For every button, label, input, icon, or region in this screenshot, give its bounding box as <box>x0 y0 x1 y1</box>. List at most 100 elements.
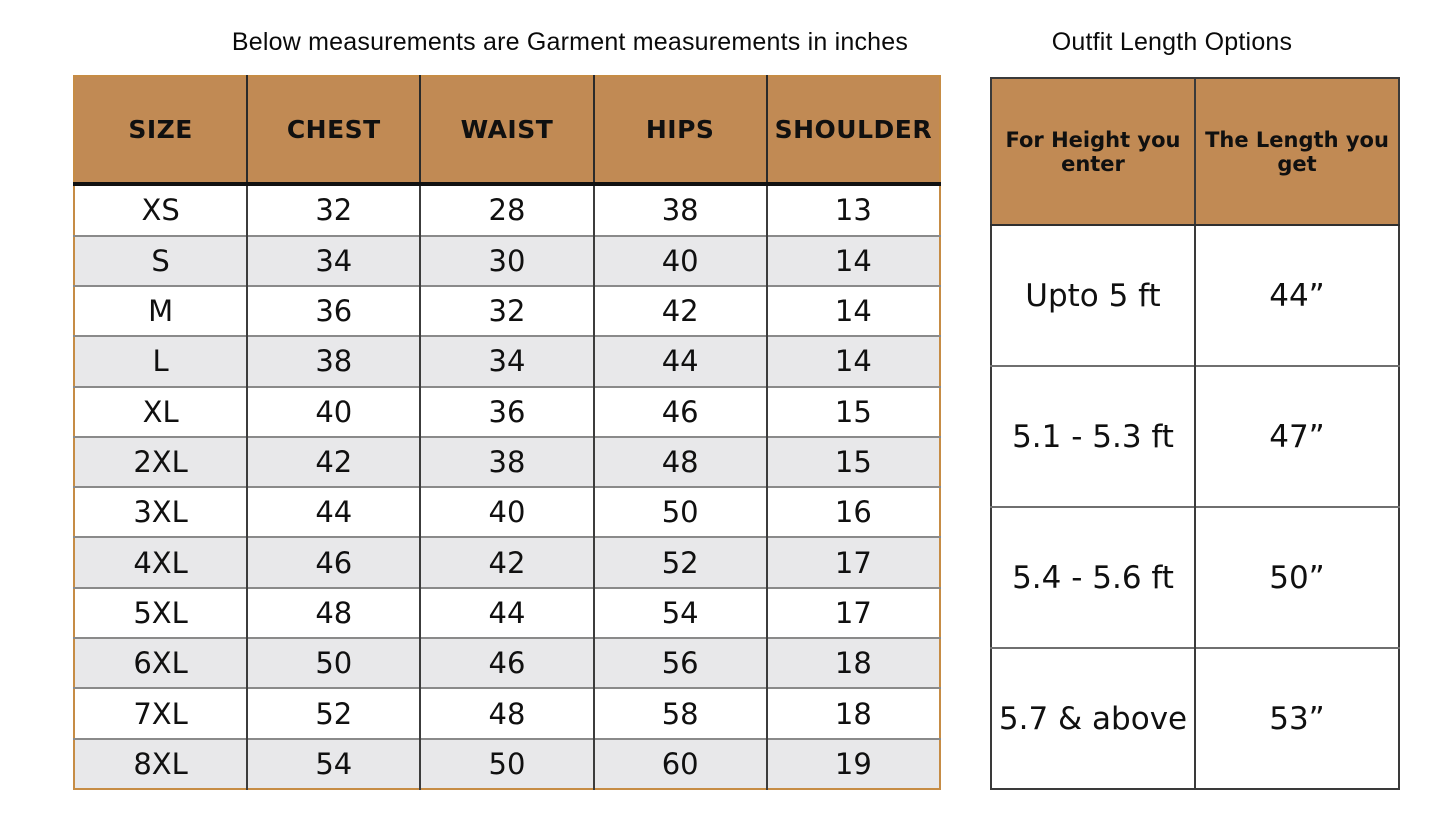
table-row: L 38 34 44 14 <box>74 335 940 387</box>
outfit-length-table: For Height you enter The Length you get U… <box>990 77 1400 790</box>
table-row: 4XL 46 42 52 17 <box>74 536 940 588</box>
table-row: XL 40 36 46 15 <box>74 385 940 437</box>
table-cell: 18 <box>765 687 940 739</box>
table-cell: 40 <box>246 385 421 437</box>
table-cell: 14 <box>765 234 940 286</box>
table-cell: 52 <box>246 687 421 739</box>
table-cell: 32 <box>419 284 594 337</box>
table-cell: 15 <box>765 385 940 437</box>
table-row: 8XL 54 50 60 19 <box>74 737 940 789</box>
table-cell: 44 <box>419 586 594 639</box>
table-cell: 36 <box>246 284 421 337</box>
table-cell: 5XL <box>74 586 248 639</box>
garment-measurements-table: SIZE CHEST WAIST HIPS SHOULDER XS 32 28 38 13 S 34… <box>73 75 941 790</box>
table-row: Upto 5 ft 44” <box>991 225 1399 366</box>
table-cell: 46 <box>592 385 767 437</box>
table-row: 7XL 52 48 58 18 <box>74 687 940 739</box>
table-cell: 50 <box>592 486 767 538</box>
table-cell: 47” <box>1194 365 1399 507</box>
table-cell: 3XL <box>74 486 248 538</box>
table-cell: 32 <box>246 184 421 236</box>
table-cell: 7XL <box>74 687 248 739</box>
column-header: The Length you get <box>1194 78 1399 226</box>
table-cell: 8XL <box>74 737 248 789</box>
table-row: 5XL 48 44 54 17 <box>74 586 940 639</box>
table-cell: 34 <box>419 335 594 387</box>
table-cell: 19 <box>765 737 940 789</box>
table-cell: 52 <box>592 536 767 588</box>
table-cell: 2XL <box>74 435 248 488</box>
garment-table-body: XS 32 28 38 13 S 34 30 40 14 M 36 32 42 14 L 38 34 44 14 XL 4… <box>74 184 940 789</box>
table-cell: 42 <box>246 435 421 488</box>
table-cell: 44 <box>246 486 421 538</box>
table-cell: 54 <box>246 737 421 789</box>
table-cell: 6XL <box>74 637 248 689</box>
column-header: SHOULDER <box>765 76 940 186</box>
table-cell: 5.7 & above <box>991 647 1195 789</box>
outfit-table-body: Upto 5 ft 44” 5.1 - 5.3 ft 47” 5.4 - 5.6 ft 5… <box>991 225 1399 789</box>
column-header: For Height you enter <box>991 78 1195 226</box>
table-cell: M <box>74 284 248 337</box>
column-header: SIZE <box>74 76 248 186</box>
outfit-length-title: Outfit Length Options <box>1051 28 1293 56</box>
table-row: S 34 30 40 14 <box>74 234 940 286</box>
table-cell: 36 <box>419 385 594 437</box>
table-cell: 40 <box>419 486 594 538</box>
table-cell: 46 <box>246 536 421 588</box>
table-cell: 14 <box>765 335 940 387</box>
table-cell: 60 <box>592 737 767 789</box>
table-cell: 4XL <box>74 536 248 588</box>
table-cell: 42 <box>592 284 767 337</box>
table-cell: 50 <box>419 737 594 789</box>
table-cell: 17 <box>765 586 940 639</box>
table-row: 6XL 50 46 56 18 <box>74 637 940 689</box>
table-cell: Upto 5 ft <box>991 225 1195 366</box>
table-cell: 15 <box>765 435 940 488</box>
table-cell: 48 <box>592 435 767 488</box>
table-row: 5.4 - 5.6 ft 50” <box>991 506 1399 648</box>
table-cell: 28 <box>419 184 594 236</box>
table-cell: 5.4 - 5.6 ft <box>991 506 1195 648</box>
table-row: 2XL 42 38 48 15 <box>74 435 940 488</box>
table-cell: 17 <box>765 536 940 588</box>
table-cell: 30 <box>419 234 594 286</box>
column-header: CHEST <box>246 76 421 186</box>
table-cell: 50” <box>1194 506 1399 648</box>
table-cell: 44 <box>592 335 767 387</box>
table-row: 3XL 44 40 50 16 <box>74 486 940 538</box>
garment-header-row: SIZE CHEST WAIST HIPS SHOULDER <box>74 76 940 186</box>
table-row: 5.7 & above 53” <box>991 647 1399 789</box>
table-cell: 48 <box>419 687 594 739</box>
table-cell: 34 <box>246 234 421 286</box>
table-cell: 58 <box>592 687 767 739</box>
table-cell: 56 <box>592 637 767 689</box>
table-cell: XL <box>74 385 248 437</box>
table-cell: 14 <box>765 284 940 337</box>
table-cell: 46 <box>419 637 594 689</box>
column-header: HIPS <box>592 76 767 186</box>
table-row: XS 32 28 38 13 <box>74 184 940 236</box>
outfit-header-row: For Height you enter The Length you get <box>991 78 1399 226</box>
table-cell: 44” <box>1194 225 1399 366</box>
table-row: 5.1 - 5.3 ft 47” <box>991 365 1399 507</box>
table-cell: 40 <box>592 234 767 286</box>
table-cell: 18 <box>765 637 940 689</box>
table-cell: 54 <box>592 586 767 639</box>
table-cell: XS <box>74 184 248 236</box>
table-cell: 38 <box>419 435 594 488</box>
table-cell: 38 <box>592 184 767 236</box>
table-cell: 5.1 - 5.3 ft <box>991 365 1195 507</box>
table-cell: 53” <box>1194 647 1399 789</box>
table-row: M 36 32 42 14 <box>74 284 940 337</box>
garment-measurements-title: Below measurements are Garment measureme… <box>231 28 909 56</box>
table-cell: 50 <box>246 637 421 689</box>
table-cell: 48 <box>246 586 421 639</box>
column-header: WAIST <box>419 76 594 186</box>
table-cell: 16 <box>765 486 940 538</box>
table-cell: S <box>74 234 248 286</box>
table-cell: 38 <box>246 335 421 387</box>
table-cell: L <box>74 335 248 387</box>
table-cell: 42 <box>419 536 594 588</box>
table-cell: 13 <box>765 184 940 236</box>
